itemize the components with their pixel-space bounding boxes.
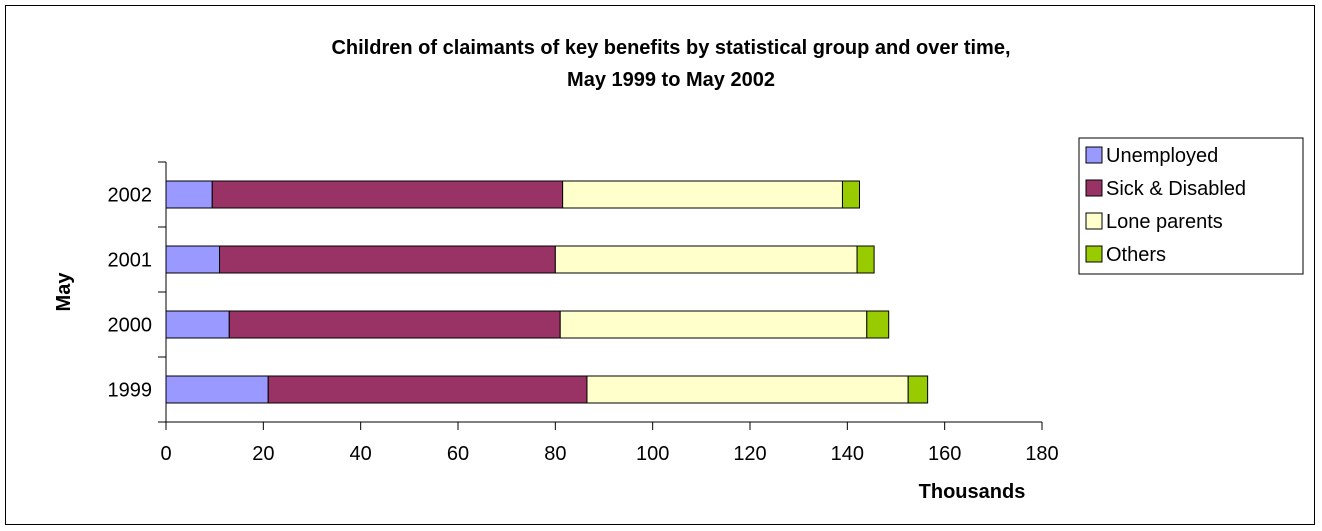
legend-swatch [1085,179,1103,197]
x-tick-label: 40 [350,443,372,465]
legend: Unemployed Sick & Disabled Lone parents Oth… [1078,137,1304,275]
bar-segment [165,180,213,209]
bar-segment [165,375,269,404]
chart-title-line2: May 1999 to May 2002 [567,69,775,91]
y-axis-title: May [53,272,75,312]
legend-box [1078,137,1304,275]
x-tick-label: 160 [928,443,961,465]
bar-segment [228,310,561,339]
x-tick-label: 80 [544,443,566,465]
y-tick-label: 2002 [108,185,153,207]
bar-segment [907,375,929,404]
bar-segment [866,310,890,339]
plot-area: 0 20 40 60 80 100 120 140 160 180 1999 2000 2001 2002 [108,161,1059,465]
chart-title-line1: Children of claimants of key benefits by… [331,37,1010,59]
bar-segment [219,245,556,274]
bar-segment [211,180,564,209]
bar-segment [165,245,221,274]
x-tick-label: 0 [160,443,171,465]
legend-swatch [1085,245,1103,263]
bar-segment [586,375,909,404]
x-tick-label: 120 [733,443,766,465]
x-tick-label: 20 [252,443,274,465]
y-tick-label: 1999 [108,380,153,402]
x-tick-label: 140 [831,443,864,465]
legend-label: Lone parents [1106,211,1223,233]
bar-segment [165,310,230,339]
y-tick-label: 2000 [108,315,153,337]
bar-segment [559,310,868,339]
bar-segment [554,245,858,274]
bar-segment [267,375,588,404]
legend-swatch [1085,146,1103,164]
legend-label: Sick & Disabled [1106,178,1246,200]
y-tick-label: 2001 [108,250,153,272]
legend-label: Unemployed [1106,145,1218,167]
bar-segment [841,180,861,209]
bar-segment [856,245,875,274]
bar-segment [562,180,843,209]
legend-label: Others [1106,244,1166,266]
x-tick-label: 100 [636,443,669,465]
x-tick-label: 60 [447,443,469,465]
x-axis-title: Thousands [919,481,1026,503]
x-tick-label: 180 [1025,443,1058,465]
legend-swatch [1085,212,1103,230]
